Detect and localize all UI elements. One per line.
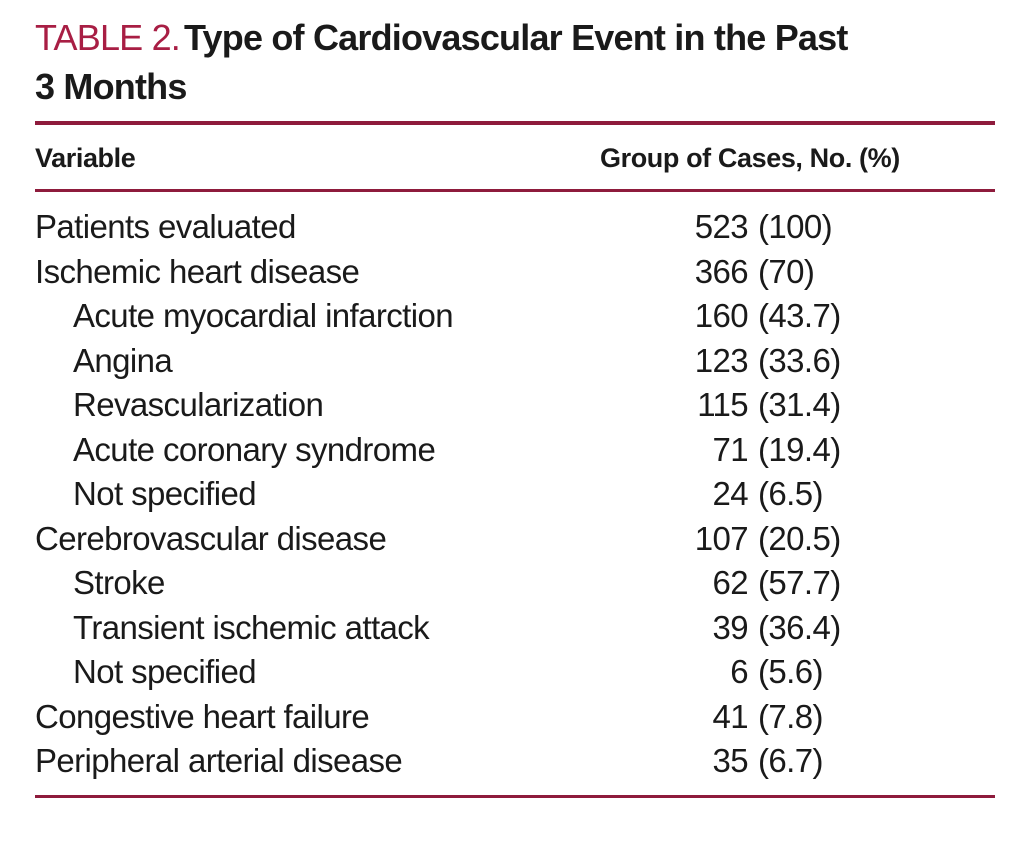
- row-percent: (19.4): [758, 430, 841, 468]
- row-count: 160: [694, 297, 749, 334]
- row-value: 41 (7.8): [600, 695, 995, 740]
- data-table: Variable Group of Cases, No. (%) Patient…: [35, 121, 995, 798]
- row-variable: Congestive heart failure: [35, 697, 370, 735]
- table-title: TABLE 2. Type of Cardiovascular Event in …: [35, 13, 995, 111]
- table-row: Angina 123 (33.6): [35, 339, 995, 384]
- row-variable: Acute coronary syndrome: [73, 430, 436, 468]
- row-value: 123 (33.6): [600, 339, 995, 384]
- row-count: 523: [694, 208, 749, 245]
- row-percent: (31.4): [758, 386, 841, 423]
- column-header-group-of-cases: Group of Cases, No. (%): [600, 123, 995, 192]
- row-value: 107 (20.5): [600, 517, 995, 562]
- table-row: Not specified 24 (6.5): [35, 472, 995, 517]
- row-variable: Stroke: [73, 564, 165, 601]
- row-count: 366: [694, 252, 749, 290]
- row-value: 523 (100): [600, 191, 995, 250]
- row-value: 24 (6.5): [600, 472, 995, 517]
- row-value: 35 (6.7): [600, 739, 995, 796]
- table-title-line1: TABLE 2. Type of Cardiovascular Event in …: [35, 13, 995, 62]
- table-number-label: TABLE 2.: [35, 17, 181, 58]
- row-count: 71: [712, 430, 748, 468]
- row-value: 6 (5.6): [600, 650, 995, 695]
- row-value: 39 (36.4): [600, 606, 995, 651]
- row-percent: (100): [758, 208, 833, 245]
- table-row: Acute coronary syndrome 71 (19.4): [35, 428, 995, 473]
- table-row: Acute myocardial infarction 160 (43.7): [35, 294, 995, 339]
- row-count: 62: [712, 564, 748, 601]
- row-variable: Not specified: [73, 475, 257, 512]
- table-row: Revascularization 115 (31.4): [35, 383, 995, 428]
- column-header-variable: Variable: [35, 123, 600, 192]
- row-count: 123: [694, 341, 749, 379]
- row-count: 6: [730, 653, 748, 690]
- row-percent: (7.8): [758, 697, 823, 735]
- table-title-text: Type of Cardiovascular Event in the Past: [184, 17, 848, 58]
- row-count: 24: [712, 475, 748, 512]
- row-value: 160 (43.7): [600, 294, 995, 339]
- table-row: Congestive heart failure 41 (7.8): [35, 695, 995, 740]
- row-percent: (5.6): [758, 653, 823, 690]
- row-percent: (70): [758, 252, 815, 290]
- row-count: 115: [697, 386, 748, 423]
- row-value: 115 (31.4): [600, 383, 995, 428]
- row-value: 62 (57.7): [600, 561, 995, 606]
- table-row: Ischemic heart disease 366 (70): [35, 250, 995, 295]
- row-percent: (36.4): [758, 608, 841, 646]
- row-percent: (20.5): [758, 519, 841, 557]
- table-row: Cerebrovascular disease 107 (20.5): [35, 517, 995, 562]
- table-row: Peripheral arterial disease 35 (6.7): [35, 739, 995, 796]
- row-count: 107: [694, 519, 749, 557]
- table-row: Not specified 6 (5.6): [35, 650, 995, 695]
- row-count: 35: [712, 742, 748, 779]
- row-percent: (57.7): [758, 564, 841, 601]
- row-count: 41: [712, 697, 748, 735]
- row-variable: Revascularization: [73, 386, 324, 423]
- row-variable: Angina: [73, 341, 173, 379]
- row-percent: (6.5): [758, 475, 823, 512]
- row-variable: Ischemic heart disease: [35, 252, 360, 290]
- row-percent: (33.6): [758, 341, 841, 379]
- table-row: Patients evaluated 523 (100): [35, 191, 995, 250]
- table-row: Stroke 62 (57.7): [35, 561, 995, 606]
- table-title-line2: 3 Months: [35, 66, 187, 107]
- row-percent: (6.7): [758, 742, 823, 779]
- row-value: 71 (19.4): [600, 428, 995, 473]
- header-row: Variable Group of Cases, No. (%): [35, 123, 995, 192]
- row-percent: (43.7): [758, 297, 841, 334]
- row-variable: Patients evaluated: [35, 208, 296, 245]
- row-count: 39: [712, 608, 748, 646]
- row-variable: Cerebrovascular disease: [35, 519, 387, 557]
- row-variable: Transient ischemic attack: [73, 608, 430, 646]
- table-row: Transient ischemic attack 39 (36.4): [35, 606, 995, 651]
- row-variable: Peripheral arterial disease: [35, 742, 403, 779]
- row-value: 366 (70): [600, 250, 995, 295]
- row-variable: Not specified: [73, 653, 257, 690]
- row-variable: Acute myocardial infarction: [73, 297, 454, 334]
